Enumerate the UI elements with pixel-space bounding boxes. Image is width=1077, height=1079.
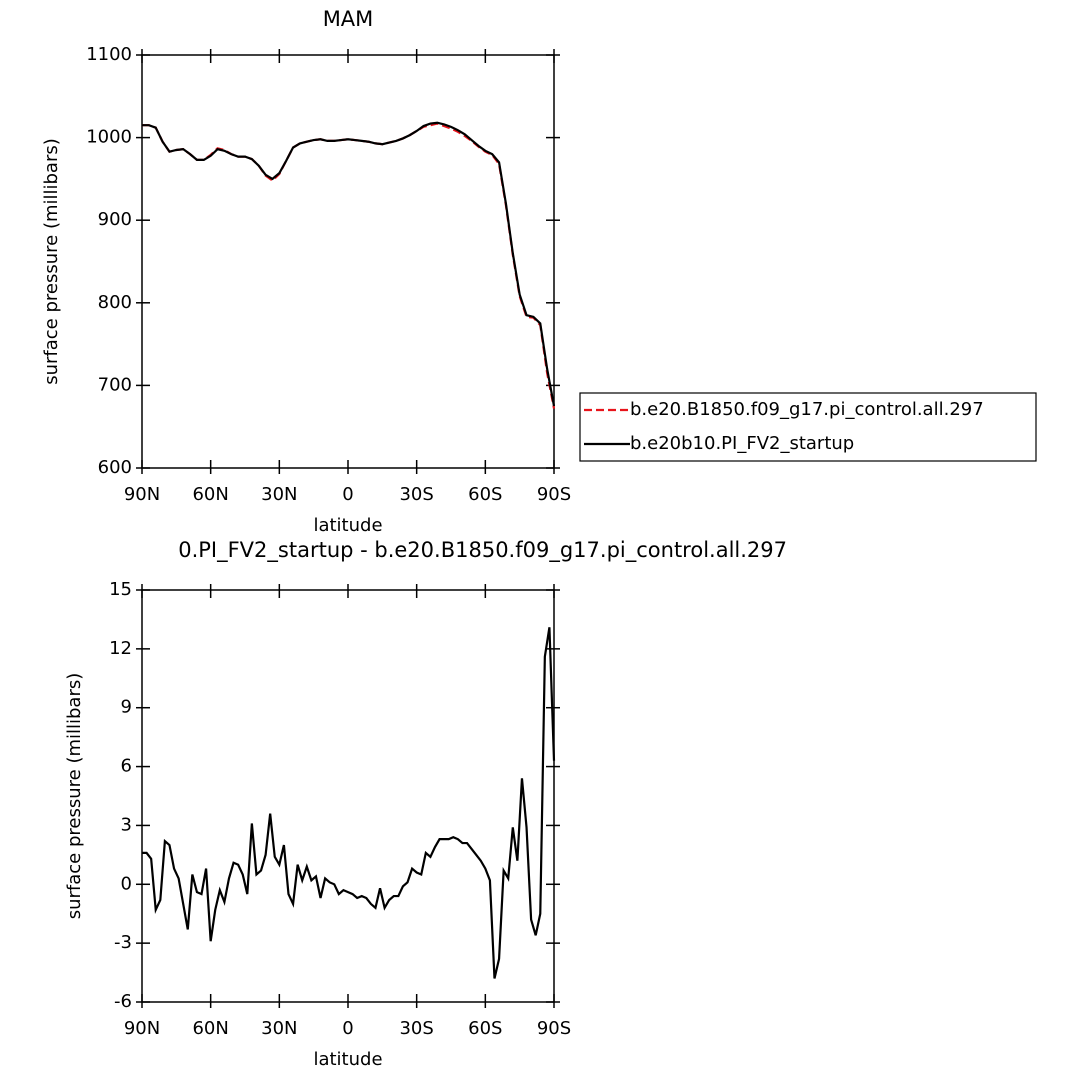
y-tick-label: 3: [121, 814, 132, 835]
y-tick-label: 0: [121, 873, 132, 894]
y-axis-label: surface pressure (millibars): [41, 138, 62, 385]
x-tick-label: 0: [342, 1018, 353, 1039]
x-tick-label: 30N: [261, 1018, 297, 1039]
y-tick-label: 600: [98, 457, 132, 478]
series-line: [142, 122, 556, 409]
x-tick-label: 30S: [399, 484, 433, 505]
x-tick-label: 60N: [192, 1018, 228, 1039]
x-tick-label: 90N: [124, 484, 160, 505]
x-tick-label: 30N: [261, 484, 297, 505]
chart-title: 0.PI_FV2_startup - b.e20.B1850.f09_g17.p…: [178, 538, 787, 563]
y-tick-label: 1100: [86, 44, 132, 65]
x-tick-label: 90S: [537, 484, 571, 505]
x-tick-label: 0: [342, 484, 353, 505]
series-line: [142, 627, 556, 979]
legend-label: b.e20b10.PI_FV2_startup: [630, 433, 854, 454]
y-tick-label: 9: [121, 697, 132, 718]
y-tick-label: 15: [109, 579, 132, 600]
y-tick-label: 12: [109, 638, 132, 659]
chart-title: MAM: [323, 7, 374, 31]
y-tick-label: 900: [98, 209, 132, 230]
x-axis-label: latitude: [313, 1049, 382, 1070]
y-tick-label: 700: [98, 374, 132, 395]
legend-box: [579, 392, 1037, 462]
y-tick-label: 800: [98, 292, 132, 313]
legend-label: b.e20.B1850.f09_g17.pi_control.all.297: [630, 399, 984, 420]
x-axis-label: latitude: [313, 515, 382, 536]
x-tick-label: 60S: [468, 484, 502, 505]
y-tick-label: 6: [121, 756, 132, 777]
x-tick-label: 90S: [537, 1018, 571, 1039]
y-tick-label: -6: [114, 991, 132, 1012]
y-axis-label: surface pressure (millibars): [64, 673, 85, 920]
x-tick-label: 90N: [124, 1018, 160, 1039]
y-tick-label: 1000: [86, 127, 132, 148]
x-tick-label: 30S: [399, 1018, 433, 1039]
y-tick-label: -3: [114, 932, 132, 953]
series-line: [142, 121, 556, 407]
x-tick-label: 60S: [468, 1018, 502, 1039]
x-tick-label: 60N: [192, 484, 228, 505]
plot-frame: [141, 54, 555, 469]
